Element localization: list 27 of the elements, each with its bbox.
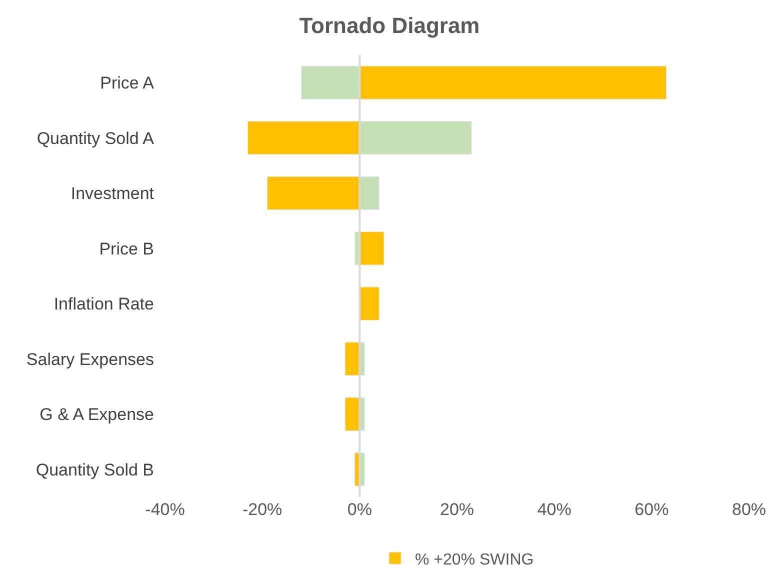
bar (359, 232, 384, 266)
x-tick-label: 80% (732, 500, 766, 519)
y-tick-label: Inflation Rate (54, 294, 154, 314)
x-tick-label: -40% (145, 500, 185, 519)
bar (359, 66, 667, 100)
y-tick-label: G & A Expense (40, 405, 154, 424)
bar (359, 176, 380, 210)
bar (344, 397, 360, 431)
x-tick-label: -20% (242, 500, 282, 519)
x-tick-label: 60% (634, 500, 669, 519)
bar (266, 176, 360, 210)
bar (247, 121, 360, 155)
chart-title: Tornado Diagram (299, 13, 480, 38)
x-tick-label: 40% (537, 500, 572, 519)
legend-label: % +20% SWING (415, 551, 534, 568)
bar (359, 286, 380, 320)
x-tick-label: 20% (440, 500, 474, 519)
y-tick-label: Investment (70, 184, 154, 204)
y-tick-label: Salary Expenses (26, 350, 154, 369)
bar (359, 121, 472, 155)
bar (301, 66, 360, 100)
bar (344, 342, 360, 376)
y-tick-label: Price B (99, 239, 154, 258)
x-tick-label: 0% (347, 500, 372, 519)
y-tick-label: Price A (100, 74, 155, 93)
y-tick-label: Quantity Sold A (36, 128, 155, 148)
y-tick-label: Quantity Sold B (36, 460, 154, 480)
